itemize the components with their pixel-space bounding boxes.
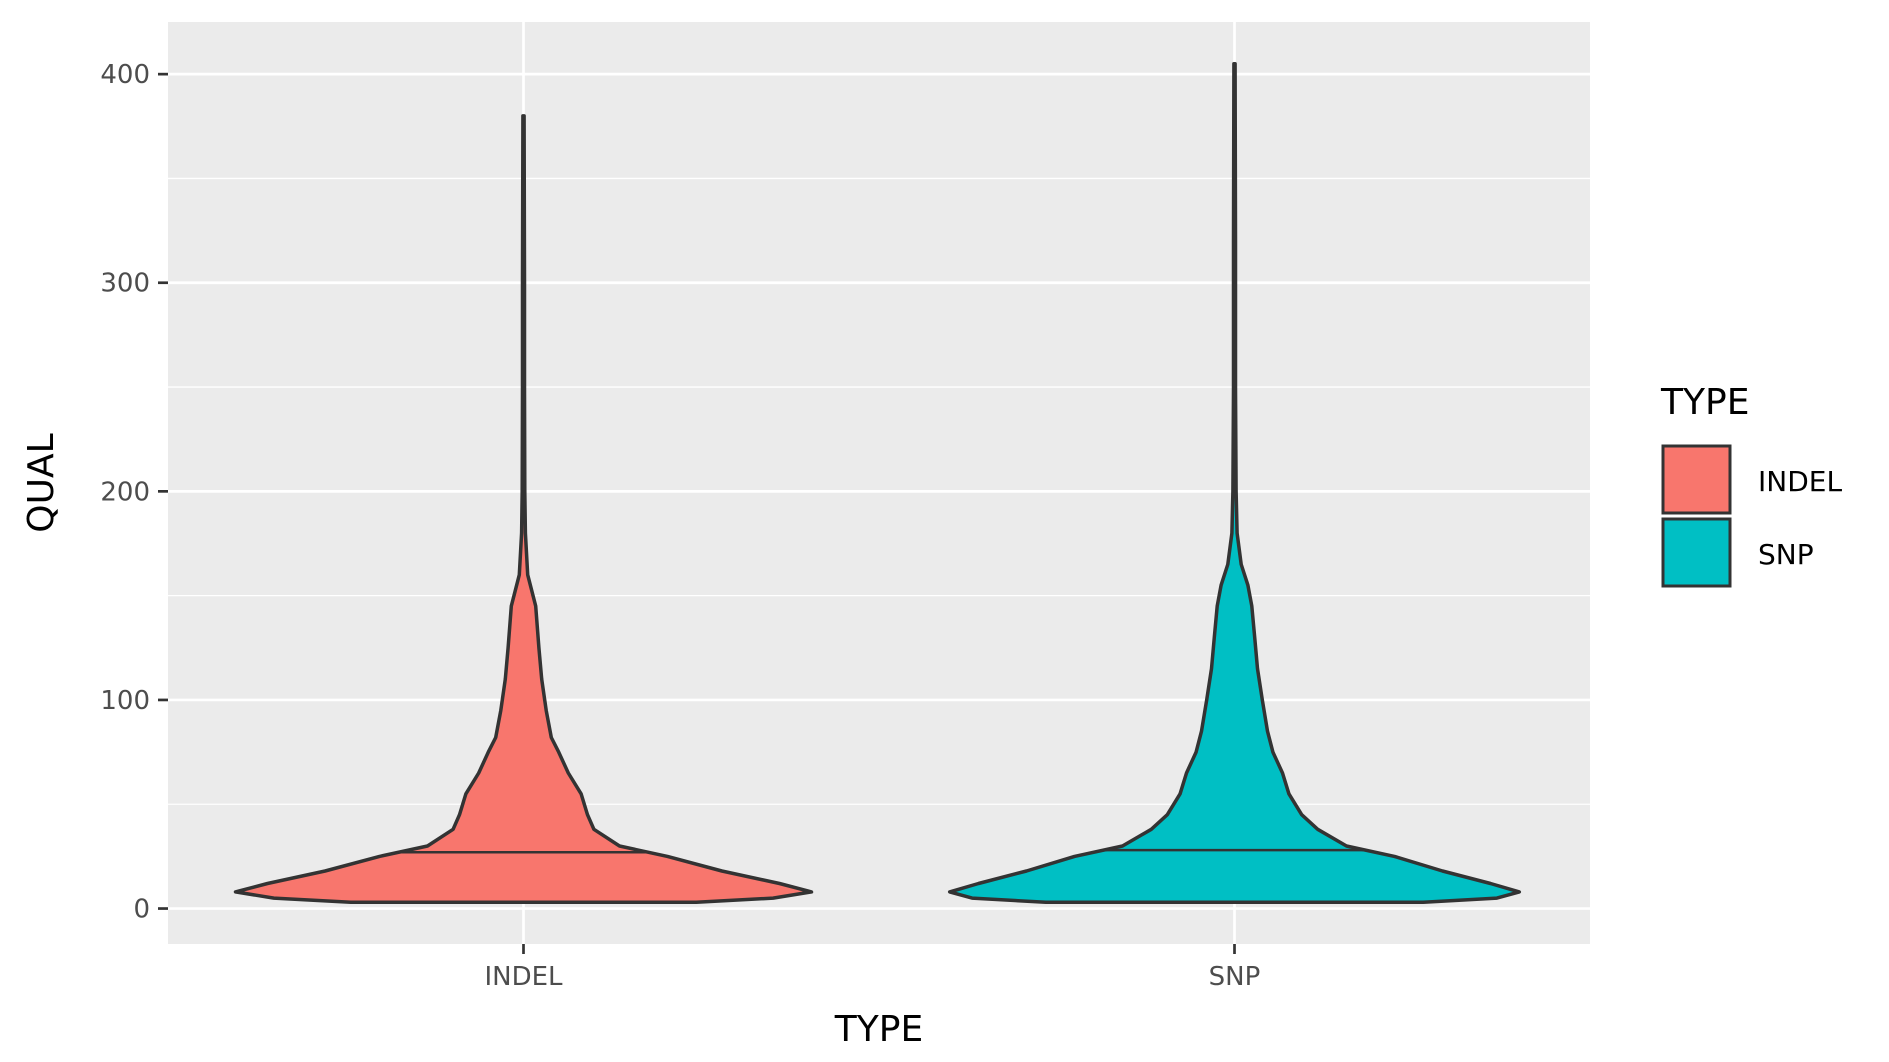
violin-snp [947, 61, 1522, 905]
x-tick-label: INDEL [484, 962, 563, 992]
y-tick-label: 100 [100, 686, 150, 716]
y-axis-title: QUAL [21, 433, 62, 532]
y-tick-label: 300 [100, 269, 150, 299]
y-tick-label: 0 [133, 895, 150, 925]
y-tick-label: 400 [100, 60, 150, 90]
legend: TYPE INDEL SNP [1660, 382, 1842, 588]
axes: 0 100 200 300 400 INDEL SNP [100, 60, 1260, 992]
legend-key-indel [1661, 444, 1732, 515]
legend-title: TYPE [1660, 382, 1749, 423]
y-tick-label: 200 [100, 477, 150, 507]
plot-background [168, 22, 1590, 944]
x-axis-title: TYPE [834, 1009, 923, 1050]
legend-label-snp: SNP [1758, 538, 1814, 571]
violins [233, 61, 1522, 905]
x-tick-label: SNP [1209, 962, 1261, 992]
legend-label-indel: INDEL [1758, 465, 1842, 498]
violin-indel [233, 114, 814, 905]
legend-key-snp [1661, 517, 1732, 588]
